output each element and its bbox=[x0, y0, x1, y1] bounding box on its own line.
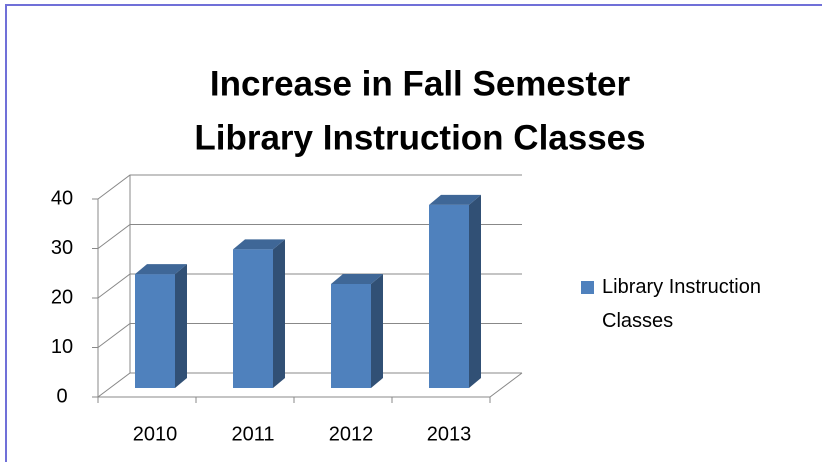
bar-side bbox=[273, 239, 285, 388]
bar bbox=[233, 239, 285, 388]
bar-front bbox=[429, 204, 469, 388]
y-tick-label: 0 bbox=[56, 385, 67, 407]
x-tick-label: 2010 bbox=[133, 423, 178, 445]
bar bbox=[331, 274, 383, 388]
y-tick-label: 40 bbox=[51, 187, 73, 209]
bar-front bbox=[233, 249, 273, 388]
grid-line bbox=[97, 273, 522, 299]
y-tick-label: 20 bbox=[51, 286, 73, 308]
bar-top bbox=[233, 239, 285, 250]
bar-top bbox=[331, 274, 383, 285]
grid-line bbox=[97, 372, 522, 398]
legend-label: Library Instruction Classes bbox=[602, 276, 761, 332]
bar-side bbox=[175, 264, 187, 388]
grid-line bbox=[97, 174, 522, 200]
bar-top bbox=[429, 194, 481, 205]
y-tick-label: 10 bbox=[51, 336, 73, 358]
bar-front bbox=[331, 284, 371, 388]
x-tick-label: 2013 bbox=[427, 423, 472, 445]
grid-line bbox=[97, 224, 522, 249]
bar-side bbox=[371, 274, 383, 388]
bar-top bbox=[135, 264, 187, 275]
bar-side bbox=[469, 194, 481, 388]
x-tick-label: 2012 bbox=[329, 423, 374, 445]
bar-front bbox=[135, 274, 175, 388]
y-tick-label: 30 bbox=[51, 237, 73, 259]
chart-title: Increase in Fall Semester bbox=[210, 64, 631, 103]
grid-line bbox=[97, 323, 522, 348]
legend-swatch bbox=[581, 281, 594, 294]
x-tick-label: 2011 bbox=[231, 423, 274, 445]
bar bbox=[135, 264, 187, 388]
legend: Library Instruction Classes bbox=[581, 270, 811, 338]
bar bbox=[429, 194, 481, 388]
frame bbox=[5, 4, 822, 462]
axis-line bbox=[489, 372, 523, 398]
chart-title: Library Instruction Classes bbox=[194, 118, 645, 157]
